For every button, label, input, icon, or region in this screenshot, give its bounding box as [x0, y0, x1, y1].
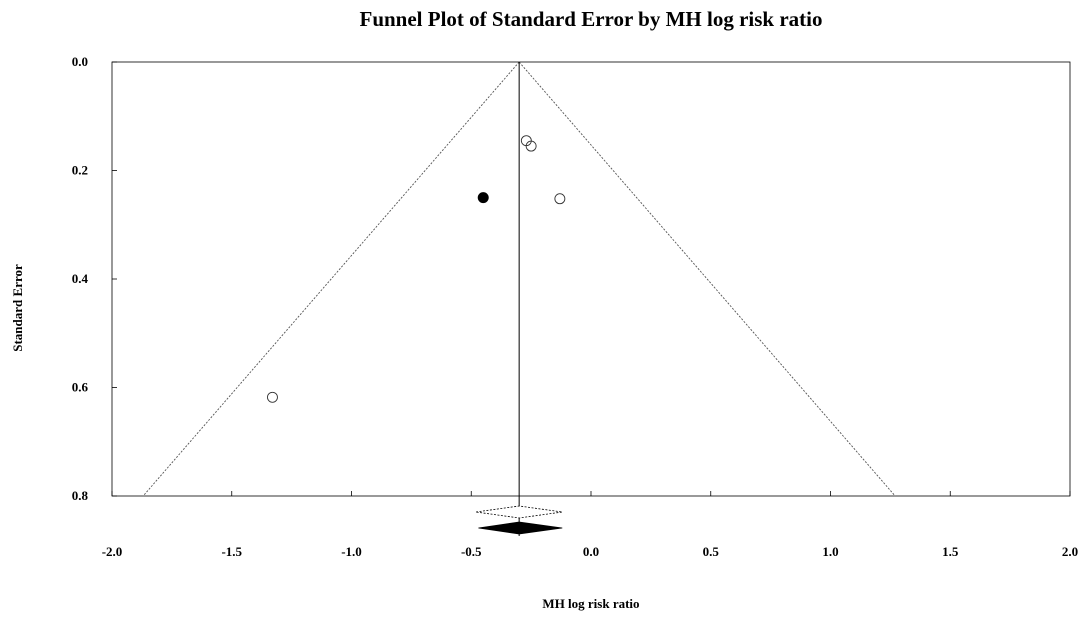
study-point-filled — [477, 192, 489, 204]
x-tick-label: 2.0 — [1062, 544, 1078, 559]
y-axis-ticks: 0.0 0.2 0.4 0.6 0.8 — [72, 54, 117, 503]
study-point-open — [267, 391, 278, 403]
x-tick-label: -1.0 — [341, 544, 362, 559]
x-tick-label: -2.0 — [102, 544, 123, 559]
y-tick-label: 0.2 — [72, 163, 88, 178]
funnel-boundary — [142, 61, 896, 497]
plot-area-frame — [111, 61, 1071, 497]
study-points — [267, 135, 566, 403]
funnel-right-line — [518, 61, 896, 497]
x-tick-label: 1.0 — [822, 544, 838, 559]
study-point-open — [554, 193, 566, 205]
x-tick-label: 1.5 — [942, 544, 959, 559]
funnel-left-line — [142, 61, 520, 497]
x-axis-ticks: -2.0 -1.5 -1.0 -0.5 0.0 0.5 1.0 1.5 2.0 — [102, 491, 1078, 559]
x-tick-label: 0.0 — [583, 544, 599, 559]
x-tick-label: -0.5 — [461, 544, 482, 559]
x-tick-label: -1.5 — [221, 544, 242, 559]
summary-diamond-filled — [478, 521, 563, 535]
chart-title: Funnel Plot of Standard Error by MH log … — [360, 7, 823, 31]
summary-diamond-open — [475, 505, 563, 519]
y-tick-label: 0.8 — [72, 488, 89, 503]
summary-diamonds — [475, 505, 563, 535]
study-point-open — [525, 140, 537, 152]
y-tick-label: 0.0 — [72, 54, 88, 69]
y-tick-label: 0.4 — [72, 271, 89, 286]
y-axis-label: Standard Error — [10, 264, 25, 352]
y-tick-label: 0.6 — [72, 380, 89, 395]
x-axis-label: MH log risk ratio — [542, 596, 639, 611]
x-tick-label: 0.5 — [703, 544, 720, 559]
